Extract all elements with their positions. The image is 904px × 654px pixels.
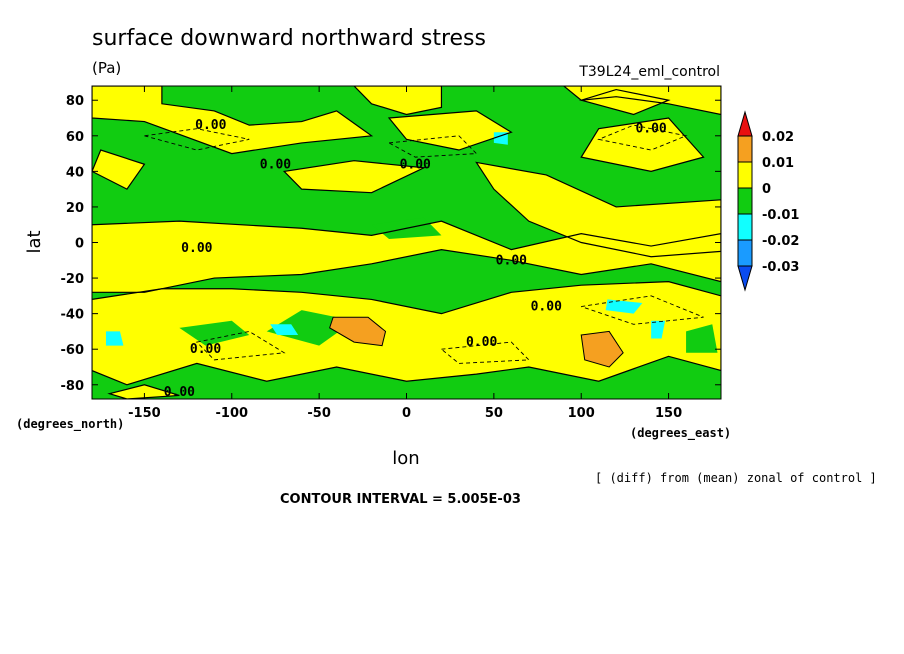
colorbar-bin-1 xyxy=(737,135,753,163)
y-axis-units: (degrees_north) xyxy=(16,417,124,432)
y-tick-label-5: -20 xyxy=(61,272,85,287)
zero-contour-3 xyxy=(475,161,721,258)
cyan-patch-5 xyxy=(651,320,666,339)
colorbar-label-0: 0.02 xyxy=(762,130,794,145)
strong-positive-2 xyxy=(580,330,624,368)
chart-units: (Pa) xyxy=(92,59,121,77)
x-tick-label-5: 100 xyxy=(568,406,595,421)
zero-contour-11 xyxy=(107,384,180,399)
zero-contour-7 xyxy=(387,110,513,151)
dashed-contour-4 xyxy=(195,330,286,361)
contour-label-1: 0.00 xyxy=(195,118,226,133)
zero-contour-2 xyxy=(92,281,721,386)
dashed-contour-2 xyxy=(597,124,688,151)
contour-label-9: 0.00 xyxy=(466,335,497,350)
y-tick-label-8: -80 xyxy=(61,379,85,394)
zero-contour-5 xyxy=(353,86,443,116)
diff-note: [ (diff) from (mean) zonal of control ] xyxy=(595,471,877,485)
negative-patch-3 xyxy=(686,324,718,353)
y-tick-label-4: 0 xyxy=(75,237,84,252)
negative-patch-1 xyxy=(179,320,250,346)
colorbar-bin-2 xyxy=(737,161,753,189)
colorbar-label-1: 0.01 xyxy=(762,156,794,171)
positive-region-8 xyxy=(581,118,704,172)
x-tick-label-1: -100 xyxy=(216,406,249,421)
zero-contour-10 xyxy=(92,149,146,190)
x-tick-label-3: 0 xyxy=(402,406,411,421)
plot-area: 0.000.00 0.000.000.000.000.000.000.000.00… xyxy=(61,85,722,421)
strong-positive-1 xyxy=(329,316,387,347)
colorbar-bin-3 xyxy=(737,187,753,215)
colorbar-label-2: 0 xyxy=(762,182,771,197)
y-tick-label-1: 60 xyxy=(66,130,84,145)
x-axis-units: (degrees_east) xyxy=(630,426,731,441)
y-tick-label-6: -40 xyxy=(61,308,85,323)
contour-label-8: 0.00 xyxy=(164,385,195,400)
run-label: T39L24_eml_control xyxy=(578,64,720,80)
positive-region-10 xyxy=(92,150,145,190)
y-axis: 80 60 40 20 0 -20 -40 -60 -80 xyxy=(61,94,721,394)
zero-contour-9 xyxy=(282,160,427,194)
contour-label-10: 0.00 xyxy=(635,122,666,137)
dashed-contour-3 xyxy=(581,295,704,325)
positive-region-3 xyxy=(476,162,721,257)
y-axis-label: lat xyxy=(24,230,45,253)
colorbar-bin-6 xyxy=(737,265,753,292)
positive-region-2 xyxy=(92,281,721,385)
contour-label-3: 0.00 xyxy=(400,157,431,172)
contour-label-7: 0.00 xyxy=(190,342,221,357)
x-axis-label: lon xyxy=(392,448,419,469)
y-tick-label-7: -60 xyxy=(61,343,85,358)
positive-region-11 xyxy=(109,384,180,399)
contour-label-5: 0.00 xyxy=(496,253,527,268)
cyan-patch-2 xyxy=(270,324,299,335)
y-tick-label-0: 80 xyxy=(66,94,84,109)
positive-region-5 xyxy=(354,86,442,115)
positive-region-9 xyxy=(284,160,424,193)
contour-label-6: 0.00 xyxy=(531,300,562,315)
dashed-contour-1 xyxy=(144,128,250,151)
colorbar-label-5: -0.03 xyxy=(762,260,799,275)
x-tick-label-0: -150 xyxy=(128,406,161,421)
contour-labels: 0.00 0.00 0.00 0.00 0.00 0.00 0.00 0.00 0.00 0.00 xyxy=(164,118,667,400)
zero-contour-12 xyxy=(579,88,671,116)
contour-label-2: 0.00 xyxy=(260,157,291,172)
x-tick-label-4: 50 xyxy=(485,406,503,421)
colorbar: 0.02 0.01 0 -0.01 -0.02 -0.03 xyxy=(737,110,799,292)
colorbar-bin-5 xyxy=(737,239,753,267)
zero-contour-4 xyxy=(92,86,374,155)
colorbar-bin-4 xyxy=(737,213,753,241)
colorbar-label-4: -0.02 xyxy=(762,234,799,249)
x-tick-label-6: 150 xyxy=(655,406,682,421)
x-tick-label-2: -50 xyxy=(307,406,331,421)
zero-contour-8 xyxy=(580,117,705,172)
x-axis: -150 -100 -50 0 50 100 150 xyxy=(128,86,682,421)
y-tick-label-3: 20 xyxy=(66,201,84,216)
colorbar-bin-0 xyxy=(737,110,753,137)
contour-lines xyxy=(92,86,721,399)
colorbar-label-3: -0.01 xyxy=(762,208,799,223)
y-tick-label-2: 40 xyxy=(66,165,84,180)
cyan-patch-3 xyxy=(493,132,508,145)
contour-interval: CONTOUR INTERVAL = 5.005E-03 xyxy=(280,492,521,507)
cyan-patch-1 xyxy=(105,331,124,346)
zero-contour-1 xyxy=(92,220,721,293)
cyan-patch-4 xyxy=(605,299,643,314)
contour-label-4: 0.00 xyxy=(181,241,212,256)
chart-title: surface downward northward stress xyxy=(92,26,486,51)
